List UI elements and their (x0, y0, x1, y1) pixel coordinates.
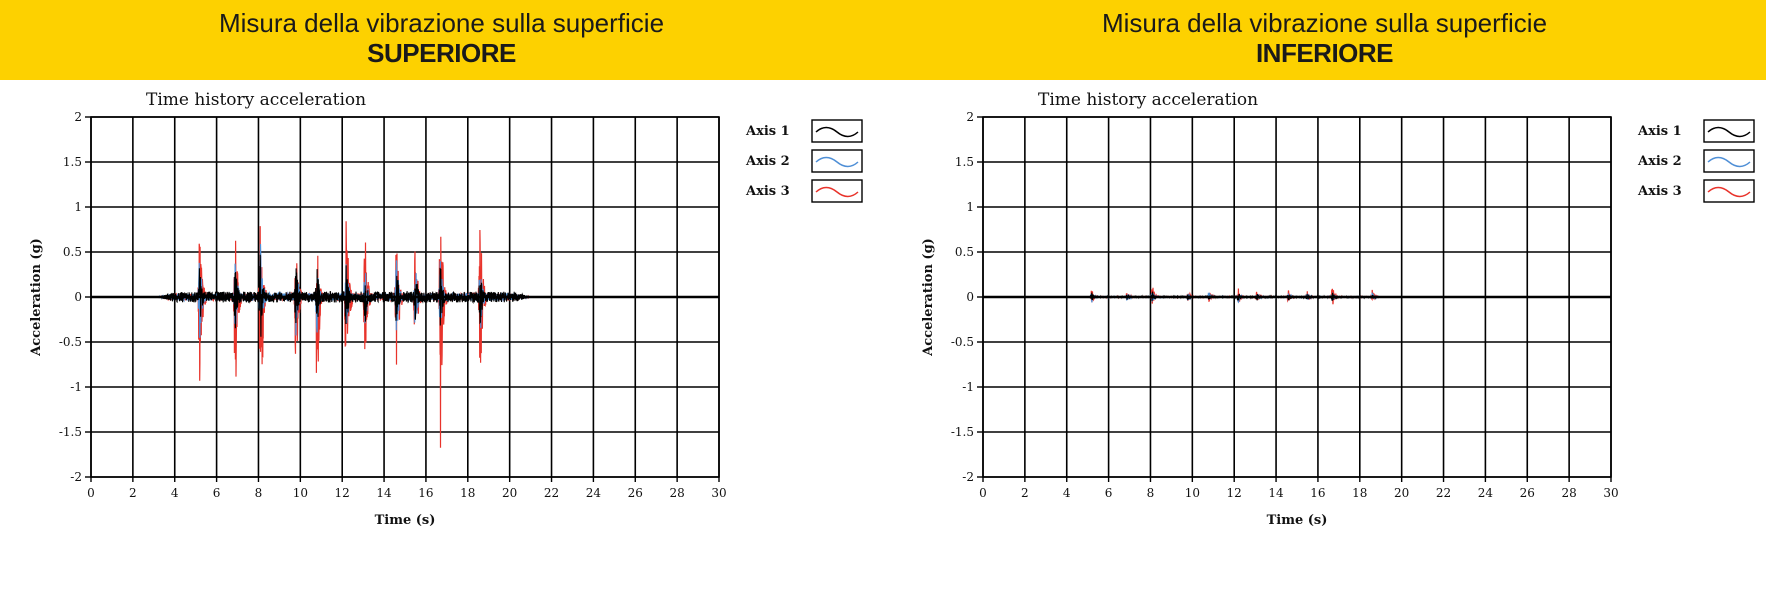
y-tick-label: 1.5 (955, 155, 974, 169)
legend-swatch-line (815, 126, 859, 138)
x-tick-label: 4 (171, 486, 179, 500)
legend-label: Axis 2 (1637, 154, 1682, 169)
x-tick-label: 12 (1227, 486, 1242, 500)
y-tick-label: -1 (70, 380, 82, 394)
x-tick-label: 22 (1436, 486, 1451, 500)
x-tick-label: 14 (376, 486, 392, 500)
banner-superiore: Misura della vibrazione sulla superficie… (0, 0, 883, 80)
x-tick-label: 20 (502, 486, 517, 500)
legend-label: Axis 2 (745, 154, 790, 169)
legend-swatch (811, 149, 863, 173)
plot-area (91, 221, 719, 448)
x-tick-label: 30 (711, 486, 726, 500)
legend-swatch (811, 119, 863, 143)
chart-title: Time history acceleration (146, 90, 366, 110)
chart-title: Time history acceleration (1038, 90, 1258, 110)
legend-swatch-line (815, 186, 859, 198)
legend-item: Axis 3 (1637, 179, 1755, 203)
legend-swatch (1703, 119, 1755, 143)
x-tick-label: 28 (669, 486, 684, 500)
banner-subtitle: SUPERIORE (367, 38, 516, 68)
legend-label: Axis 3 (745, 184, 790, 199)
y-axis-label: Acceleration (g) (29, 238, 44, 357)
y-tick-label: 1 (966, 200, 974, 214)
legend-swatch (811, 179, 863, 203)
x-tick-label: 16 (418, 486, 433, 500)
series-line-axis-3 (91, 221, 719, 448)
banner-inferiore: Misura della vibrazione sulla superficie… (883, 0, 1766, 80)
legend-label: Axis 1 (1637, 124, 1682, 139)
legend-label: Axis 1 (745, 124, 790, 139)
legend-item: Axis 3 (745, 179, 863, 203)
x-tick-label: 30 (1603, 486, 1618, 500)
y-tick-label: -2 (70, 470, 82, 484)
x-tick-label: 12 (335, 486, 350, 500)
legend-item: Axis 1 (745, 119, 863, 143)
y-tick-label: -0.5 (59, 335, 82, 349)
x-tick-label: 6 (1105, 486, 1113, 500)
y-tick-label: 2 (74, 110, 82, 124)
y-tick-label: 0.5 (63, 245, 82, 259)
y-tick-label: 2 (966, 110, 974, 124)
x-tick-label: 18 (460, 486, 475, 500)
x-tick-label: 26 (1520, 486, 1535, 500)
y-tick-label: 0 (966, 290, 974, 304)
legend-label: Axis 3 (1637, 184, 1682, 199)
x-tick-label: 2 (1021, 486, 1029, 500)
y-tick-label: -1.5 (59, 425, 82, 439)
series-line-axis-1 (91, 254, 719, 337)
y-tick-label: -1 (962, 380, 974, 394)
legend-item: Axis 2 (745, 149, 863, 173)
x-axis-label: Time (s) (1267, 513, 1328, 528)
y-axis-label: Acceleration (g) (921, 238, 936, 357)
y-tick-label: -2 (962, 470, 974, 484)
x-tick-label: 6 (213, 486, 221, 500)
series-line-axis-2 (91, 243, 719, 338)
x-tick-label: 16 (1310, 486, 1325, 500)
legend: Axis 1 Axis 2 Axis 3 (745, 119, 863, 203)
x-tick-label: 26 (628, 486, 643, 500)
legend-item: Axis 1 (1637, 119, 1755, 143)
x-tick-label: 10 (293, 486, 308, 500)
legend-swatch-line (815, 156, 859, 168)
legend-swatch-line (1707, 186, 1751, 198)
x-tick-label: 14 (1268, 486, 1284, 500)
y-tick-label: 0.5 (955, 245, 974, 259)
x-tick-label: 24 (586, 486, 602, 500)
y-tick-label: 0 (74, 290, 82, 304)
x-tick-label: 0 (87, 486, 95, 500)
x-tick-label: 8 (1147, 486, 1155, 500)
legend-swatch (1703, 149, 1755, 173)
chart-inferiore: Time history acceleration 2 1.5 1 0.5 0 -0.5 -1… (921, 90, 1755, 528)
x-tick-label: 8 (255, 486, 263, 500)
x-tick-label: 18 (1352, 486, 1367, 500)
banner-title: Misura della vibrazione sulla superficie (1101, 8, 1548, 38)
legend: Axis 1 Axis 2 Axis 3 (1637, 119, 1755, 203)
banner-title: Misura della vibrazione sulla superficie (218, 8, 665, 38)
x-tick-label: 28 (1561, 486, 1576, 500)
y-tick-label: -0.5 (951, 335, 974, 349)
y-tick-label: -1.5 (951, 425, 974, 439)
x-tick-label: 0 (979, 486, 987, 500)
chart-superiore: Time history acceleration 2 1.5 1 0.5 0 -0.5 -1… (29, 90, 863, 528)
x-tick-label: 22 (544, 486, 559, 500)
legend-item: Axis 2 (1637, 149, 1755, 173)
y-tick-label: 1 (74, 200, 82, 214)
x-tick-label: 4 (1063, 486, 1071, 500)
x-tick-label: 24 (1478, 486, 1494, 500)
y-tick-label: 1.5 (63, 155, 82, 169)
banner-subtitle: INFERIORE (1255, 38, 1394, 68)
x-tick-label: 20 (1394, 486, 1409, 500)
x-tick-label: 10 (1185, 486, 1200, 500)
x-axis-label: Time (s) (375, 513, 436, 528)
legend-swatch-line (1707, 126, 1751, 138)
x-tick-label: 2 (129, 486, 137, 500)
legend-swatch (1703, 179, 1755, 203)
legend-swatch-line (1707, 156, 1751, 168)
